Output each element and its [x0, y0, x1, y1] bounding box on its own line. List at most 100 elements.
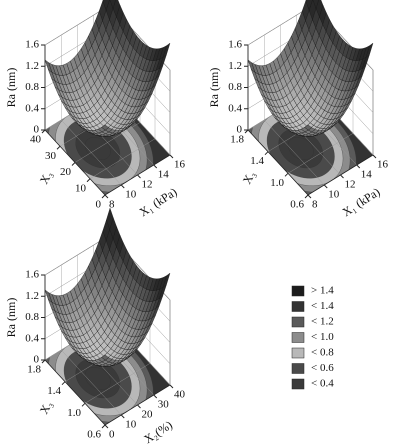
z-tick-label: 0.4	[228, 102, 242, 114]
x-axis-label: X₂(%)	[141, 418, 174, 445]
x-tick-label: 0	[109, 429, 115, 441]
tick-mark	[41, 359, 46, 364]
surface-mesh	[44, 0, 171, 137]
axis-line	[247, 45, 374, 196]
y-axis-label: X₃	[240, 168, 258, 186]
tick-mark	[61, 381, 66, 386]
x-tick-label: 14	[361, 169, 373, 181]
legend-label: < 0.4	[311, 378, 334, 390]
legend-label: < 1.4	[311, 300, 334, 312]
axis-line	[44, 45, 171, 196]
y-tick-label: 0	[96, 199, 102, 211]
x-tick-label: 8	[312, 199, 318, 211]
z-tick-label: 0	[34, 124, 40, 136]
x-tick-label: 8	[109, 199, 115, 211]
tick-mark	[137, 174, 141, 179]
legend-label: < 1.0	[311, 331, 334, 343]
z-axis-label: Ra (nm)	[207, 68, 221, 108]
x-tick-label: 30	[158, 399, 170, 411]
legend-swatch	[291, 285, 305, 297]
x-tick-label: 14	[158, 169, 170, 181]
legend-label: > 1.4	[311, 285, 334, 297]
tick-mark	[104, 194, 109, 199]
tick-mark	[304, 194, 309, 199]
tick-mark	[356, 164, 361, 169]
surface-panel: 0 0.4 0.8 1.2 1.6 8 10 12 14 16 0.6 1.0 1.4 1.8 Ra (nm…	[207, 0, 389, 219]
legend-label: < 1.2	[311, 316, 334, 328]
contour-band	[287, 137, 314, 160]
tick-mark	[284, 172, 289, 177]
y-tick-label: 20	[60, 166, 72, 178]
x-tick-label: 16	[174, 159, 186, 171]
legend-swatch	[291, 332, 305, 343]
tick-mark	[153, 394, 158, 399]
y-axis-label: X₃	[37, 398, 55, 416]
tick-mark	[56, 145, 61, 150]
z-tick-label: 1.6	[25, 39, 39, 51]
x-tick-label: 10	[125, 189, 137, 201]
tick-mark	[323, 184, 328, 189]
tick-mark	[169, 384, 174, 389]
tick-mark	[153, 164, 158, 169]
y-axis-label: X₃	[37, 168, 55, 186]
legend-swatch	[291, 378, 305, 390]
tick-mark	[340, 174, 344, 179]
tick-mark	[104, 424, 109, 429]
legend-swatch	[291, 363, 305, 374]
tick-mark	[244, 129, 249, 134]
y-tick-label: 1.0	[67, 407, 81, 419]
tick-mark	[169, 154, 174, 159]
mesh-cell	[304, 124, 312, 131]
legend-swatch	[291, 316, 305, 328]
y-tick-label: 0.6	[87, 429, 101, 441]
surface-panel: 0 0.4 0.8 1.2 1.6 0 10 20 30 40 0.6 1.0 1.4 1.8 Ra (nm…	[4, 207, 186, 445]
legend-label: < 0.6	[311, 362, 334, 374]
y-tick-label: 0.6	[290, 199, 304, 211]
tick-mark	[307, 194, 312, 199]
legend-swatch	[291, 301, 305, 312]
tick-mark	[372, 154, 377, 159]
x-tick-label: 20	[142, 409, 154, 421]
x-tick-label: 10	[328, 189, 340, 201]
x-tick-label: 10	[125, 419, 137, 431]
y-tick-label: 1.4	[47, 385, 61, 397]
tick-mark	[86, 178, 91, 183]
z-tick-label: 0.8	[228, 81, 242, 93]
surface-mesh	[247, 0, 374, 137]
z-tick-label: 1.6	[25, 269, 39, 281]
tick-mark	[71, 162, 76, 166]
z-tick-label: 1.2	[25, 60, 39, 72]
x-tick-label: 12	[345, 179, 356, 191]
tick-mark	[137, 404, 141, 409]
y-tick-label: 10	[75, 182, 87, 194]
mesh-cell	[101, 354, 109, 361]
mesh-cell	[101, 124, 109, 131]
x-tick-label: 40	[174, 389, 186, 401]
z-tick-label: 1.2	[228, 60, 242, 72]
y-tick-label: 1.0	[270, 177, 284, 189]
y-tick-label: 1.8	[27, 364, 41, 376]
tick-mark	[264, 151, 269, 156]
y-tick-label: 1.8	[230, 134, 244, 146]
z-tick-label: 1.2	[25, 290, 39, 302]
z-tick-label: 0.4	[25, 332, 39, 344]
tick-mark	[41, 129, 46, 134]
axis-line	[44, 275, 171, 426]
legend-swatch	[291, 347, 305, 359]
y-tick-label: 40	[30, 134, 42, 146]
tick-mark	[120, 414, 125, 419]
y-tick-label: 1.4	[250, 155, 264, 167]
z-axis-label: Ra (nm)	[4, 298, 18, 338]
z-tick-label: 0.8	[25, 311, 39, 323]
x-tick-label: 12	[142, 179, 153, 191]
z-tick-label: 0	[34, 354, 40, 366]
tick-mark	[101, 424, 106, 429]
z-tick-label: 0	[237, 124, 243, 136]
z-tick-label: 0.8	[25, 81, 39, 93]
z-axis-label: Ra (nm)	[4, 68, 18, 108]
tick-mark	[120, 184, 125, 189]
tick-mark	[101, 194, 106, 199]
tick-mark	[81, 402, 86, 407]
surface-mesh	[44, 207, 171, 367]
